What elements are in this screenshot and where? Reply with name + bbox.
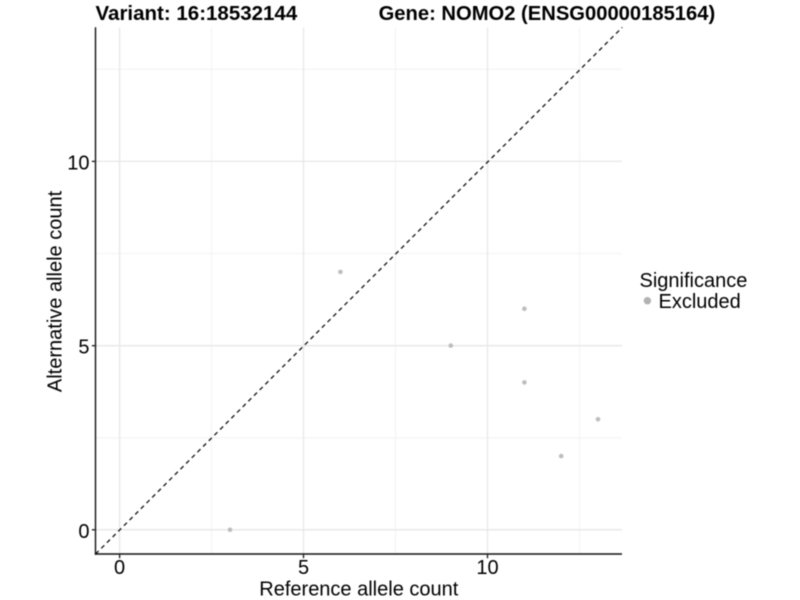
svg-text:Gene: NOMO2 (ENSG00000185164): Gene: NOMO2 (ENSG00000185164) [379, 3, 716, 25]
svg-text:5: 5 [78, 337, 89, 359]
svg-text:10: 10 [476, 557, 498, 579]
svg-text:Reference allele count: Reference allele count [259, 579, 458, 600]
svg-text:Alternative allele count: Alternative allele count [45, 190, 67, 392]
svg-text:10: 10 [67, 152, 89, 174]
svg-text:Excluded: Excluded [659, 291, 741, 313]
svg-text:5: 5 [298, 557, 309, 579]
svg-text:0: 0 [114, 557, 125, 579]
svg-text:Variant: 16:18532144: Variant: 16:18532144 [96, 2, 298, 25]
svg-text:0: 0 [78, 521, 89, 543]
svg-text:Significance: Significance [640, 270, 748, 292]
